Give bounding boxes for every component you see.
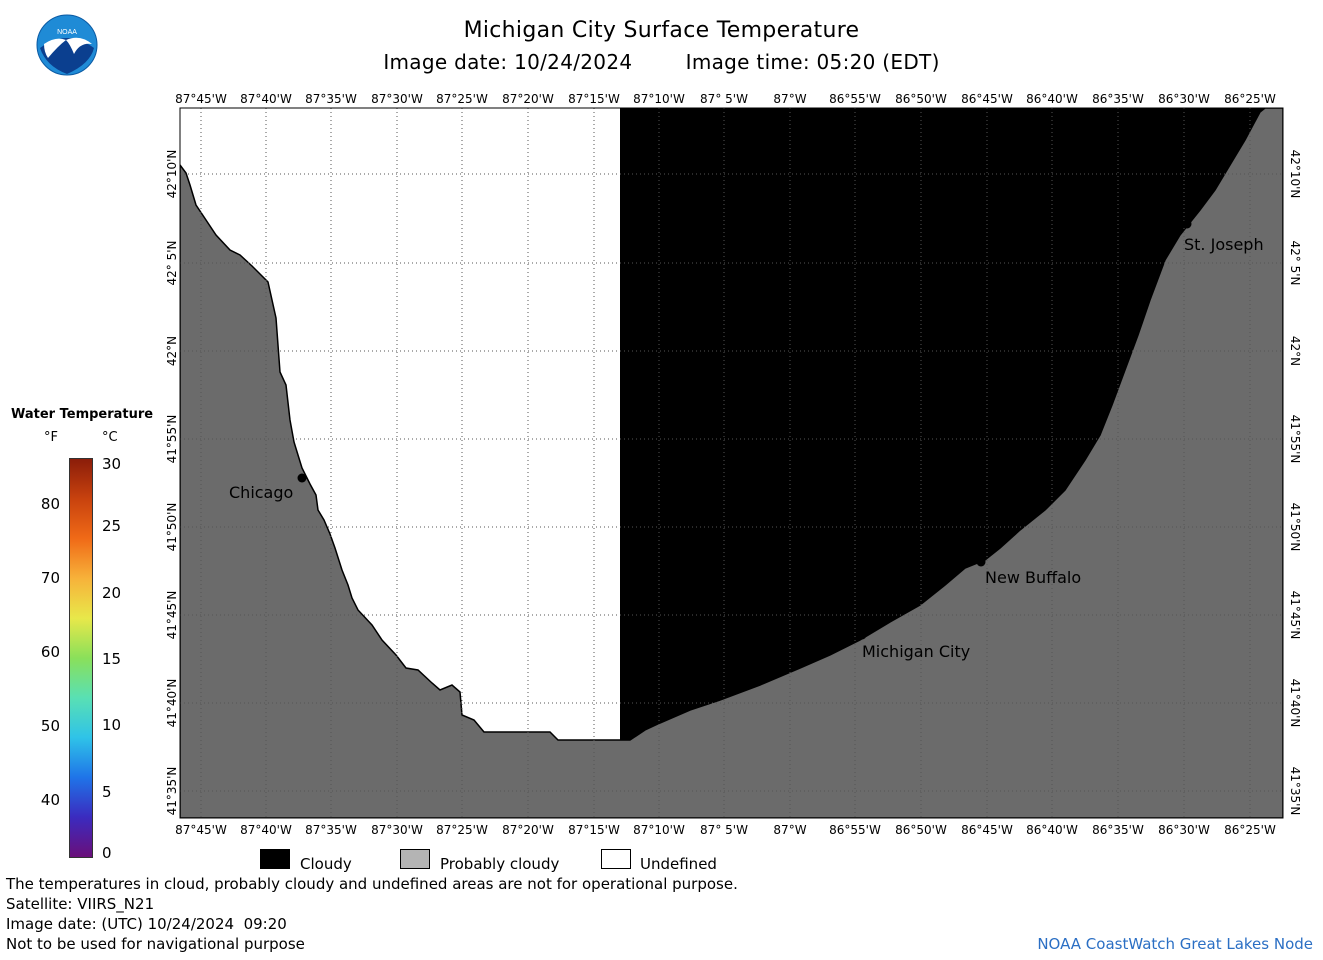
page-title: Michigan City Surface Temperature <box>463 18 860 43</box>
f-tick: 80 <box>40 495 60 513</box>
lon-label: 87°10'W <box>633 92 685 106</box>
lon-label: 87°W <box>773 92 806 106</box>
lon-label: 87°20'W <box>502 92 554 106</box>
lon-label: 87°45'W <box>175 92 227 106</box>
lon-label: 87°45'W <box>175 823 227 837</box>
probably-cloudy-label: Probably cloudy <box>440 855 560 873</box>
city-label-st-joseph: St. Joseph <box>1184 235 1264 254</box>
c-tick: 5 <box>102 783 112 801</box>
lon-label: 87°15'W <box>568 92 620 106</box>
lon-label: 86°30'W <box>1158 92 1210 106</box>
lat-label: 41°35'N <box>1288 767 1302 816</box>
lon-label: 86°40'W <box>1026 92 1078 106</box>
lat-label: 41°35'N <box>165 767 179 816</box>
c-tick: 25 <box>102 517 122 535</box>
lat-label: 42°10'N <box>165 150 179 199</box>
lon-label: 87°10'W <box>633 823 685 837</box>
city-label-chicago: Chicago <box>229 483 293 502</box>
cloudy-swatch <box>260 849 290 869</box>
image-time: Image time: 05:20 (EDT) <box>685 50 940 74</box>
michigan-city-marker <box>857 630 867 640</box>
lon-label: 87°30'W <box>371 92 423 106</box>
lon-label: 87°20'W <box>502 823 554 837</box>
lon-label: 87°15'W <box>568 823 620 837</box>
legend-title: Water Temperature <box>11 407 154 422</box>
lon-label: 87°30'W <box>371 823 423 837</box>
lat-label: 42° 5'N <box>165 241 179 286</box>
f-tick: 50 <box>40 717 60 735</box>
logo-text: NOAA <box>57 29 77 36</box>
cloudy-label: Cloudy <box>300 855 352 873</box>
lat-label: 41°40'N <box>1288 679 1302 728</box>
lon-label: 87° 5'W <box>700 823 748 837</box>
temperature-color-scale <box>69 458 93 858</box>
lon-label: 86°45'W <box>961 92 1013 106</box>
city-markers: Chicago Michigan City New Buffalo St. Jo… <box>229 219 1264 661</box>
unit-celsius: °C <box>102 430 118 445</box>
longitude-labels-bottom: 87°45'W 87°40'W 87°35'W 87°30'W 87°25'W … <box>175 823 1276 837</box>
lon-label: 86°50'W <box>895 92 947 106</box>
f-tick: 60 <box>40 643 60 661</box>
lon-label: 87° 5'W <box>700 92 748 106</box>
image-date: Image date: 10/24/2024 <box>383 50 633 74</box>
city-label-new-buffalo: New Buffalo <box>985 568 1081 587</box>
disclaimer-text: The temperatures in cloud, probably clou… <box>6 875 738 893</box>
lon-label: 86°55'W <box>829 92 881 106</box>
latitude-labels-left: 42°10'N 42° 5'N 42°N 41°55'N 41°50'N 41°… <box>165 150 179 816</box>
lat-label: 41°45'N <box>1288 591 1302 640</box>
lat-label: 42°N <box>165 336 179 366</box>
new-buffalo-marker <box>976 557 986 567</box>
lat-label: 41°40'N <box>165 679 179 728</box>
lon-label: 86°35'W <box>1092 92 1144 106</box>
lon-label: 86°35'W <box>1092 823 1144 837</box>
credit-link[interactable]: NOAA CoastWatch Great Lakes Node <box>1037 935 1313 953</box>
image-date-time: Image date: 10/24/2024 Image time: 05:20… <box>0 50 1323 74</box>
lat-label: 41°50'N <box>165 503 179 552</box>
lon-label: 86°40'W <box>1026 823 1078 837</box>
undefined-label: Undefined <box>640 855 717 873</box>
lon-label: 87°40'W <box>240 92 292 106</box>
f-tick: 70 <box>40 569 60 587</box>
st-joseph-marker <box>1182 219 1192 229</box>
lon-label: 86°25'W <box>1224 823 1276 837</box>
lon-label: 87°35'W <box>305 823 357 837</box>
lat-label: 42°N <box>1288 336 1302 366</box>
lat-label: 41°50'N <box>1288 503 1302 552</box>
city-label-michigan-city: Michigan City <box>862 642 970 661</box>
map-frame <box>179 107 1284 819</box>
lon-label: 86°45'W <box>961 823 1013 837</box>
lon-label: 86°50'W <box>895 823 947 837</box>
lon-label: 87°W <box>773 823 806 837</box>
noaa-logo: NOAA <box>36 14 98 76</box>
lon-label: 87°25'W <box>436 92 488 106</box>
c-tick: 0 <box>102 844 112 862</box>
navigation-warning: Not to be used for navigational purpose <box>6 935 305 953</box>
c-tick: 30 <box>102 455 122 473</box>
lon-label: 87°25'W <box>436 823 488 837</box>
unit-fahrenheit: °F <box>44 430 58 445</box>
lon-label: 86°25'W <box>1224 92 1276 106</box>
lon-label: 87°40'W <box>240 823 292 837</box>
c-tick: 20 <box>102 584 122 602</box>
lat-label: 41°55'N <box>1288 415 1302 464</box>
utc-date-text: Image date: (UTC) 10/24/2024 09:20 <box>6 915 287 933</box>
lat-label: 41°55'N <box>165 415 179 464</box>
probably-cloudy-swatch <box>400 849 430 869</box>
land-area <box>180 108 1283 818</box>
undefined-swatch <box>601 849 631 869</box>
satellite-text: Satellite: VIIRS_N21 <box>6 895 155 913</box>
f-tick: 40 <box>40 791 60 809</box>
lon-label: 86°55'W <box>829 823 881 837</box>
chicago-marker <box>297 473 307 483</box>
lon-label: 86°30'W <box>1158 823 1210 837</box>
c-tick: 15 <box>102 650 122 668</box>
lon-label: 87°35'W <box>305 92 357 106</box>
latitude-labels-right: 42°10'N 42° 5'N 42°N 41°55'N 41°50'N 41°… <box>1288 150 1302 816</box>
lat-label: 42° 5'N <box>1288 241 1302 286</box>
lat-label: 41°45'N <box>165 591 179 640</box>
longitude-labels-top: 87°45'W 87°40'W 87°35'W 87°30'W 87°25'W … <box>175 92 1276 106</box>
c-tick: 10 <box>102 716 122 734</box>
lat-label: 42°10'N <box>1288 150 1302 199</box>
